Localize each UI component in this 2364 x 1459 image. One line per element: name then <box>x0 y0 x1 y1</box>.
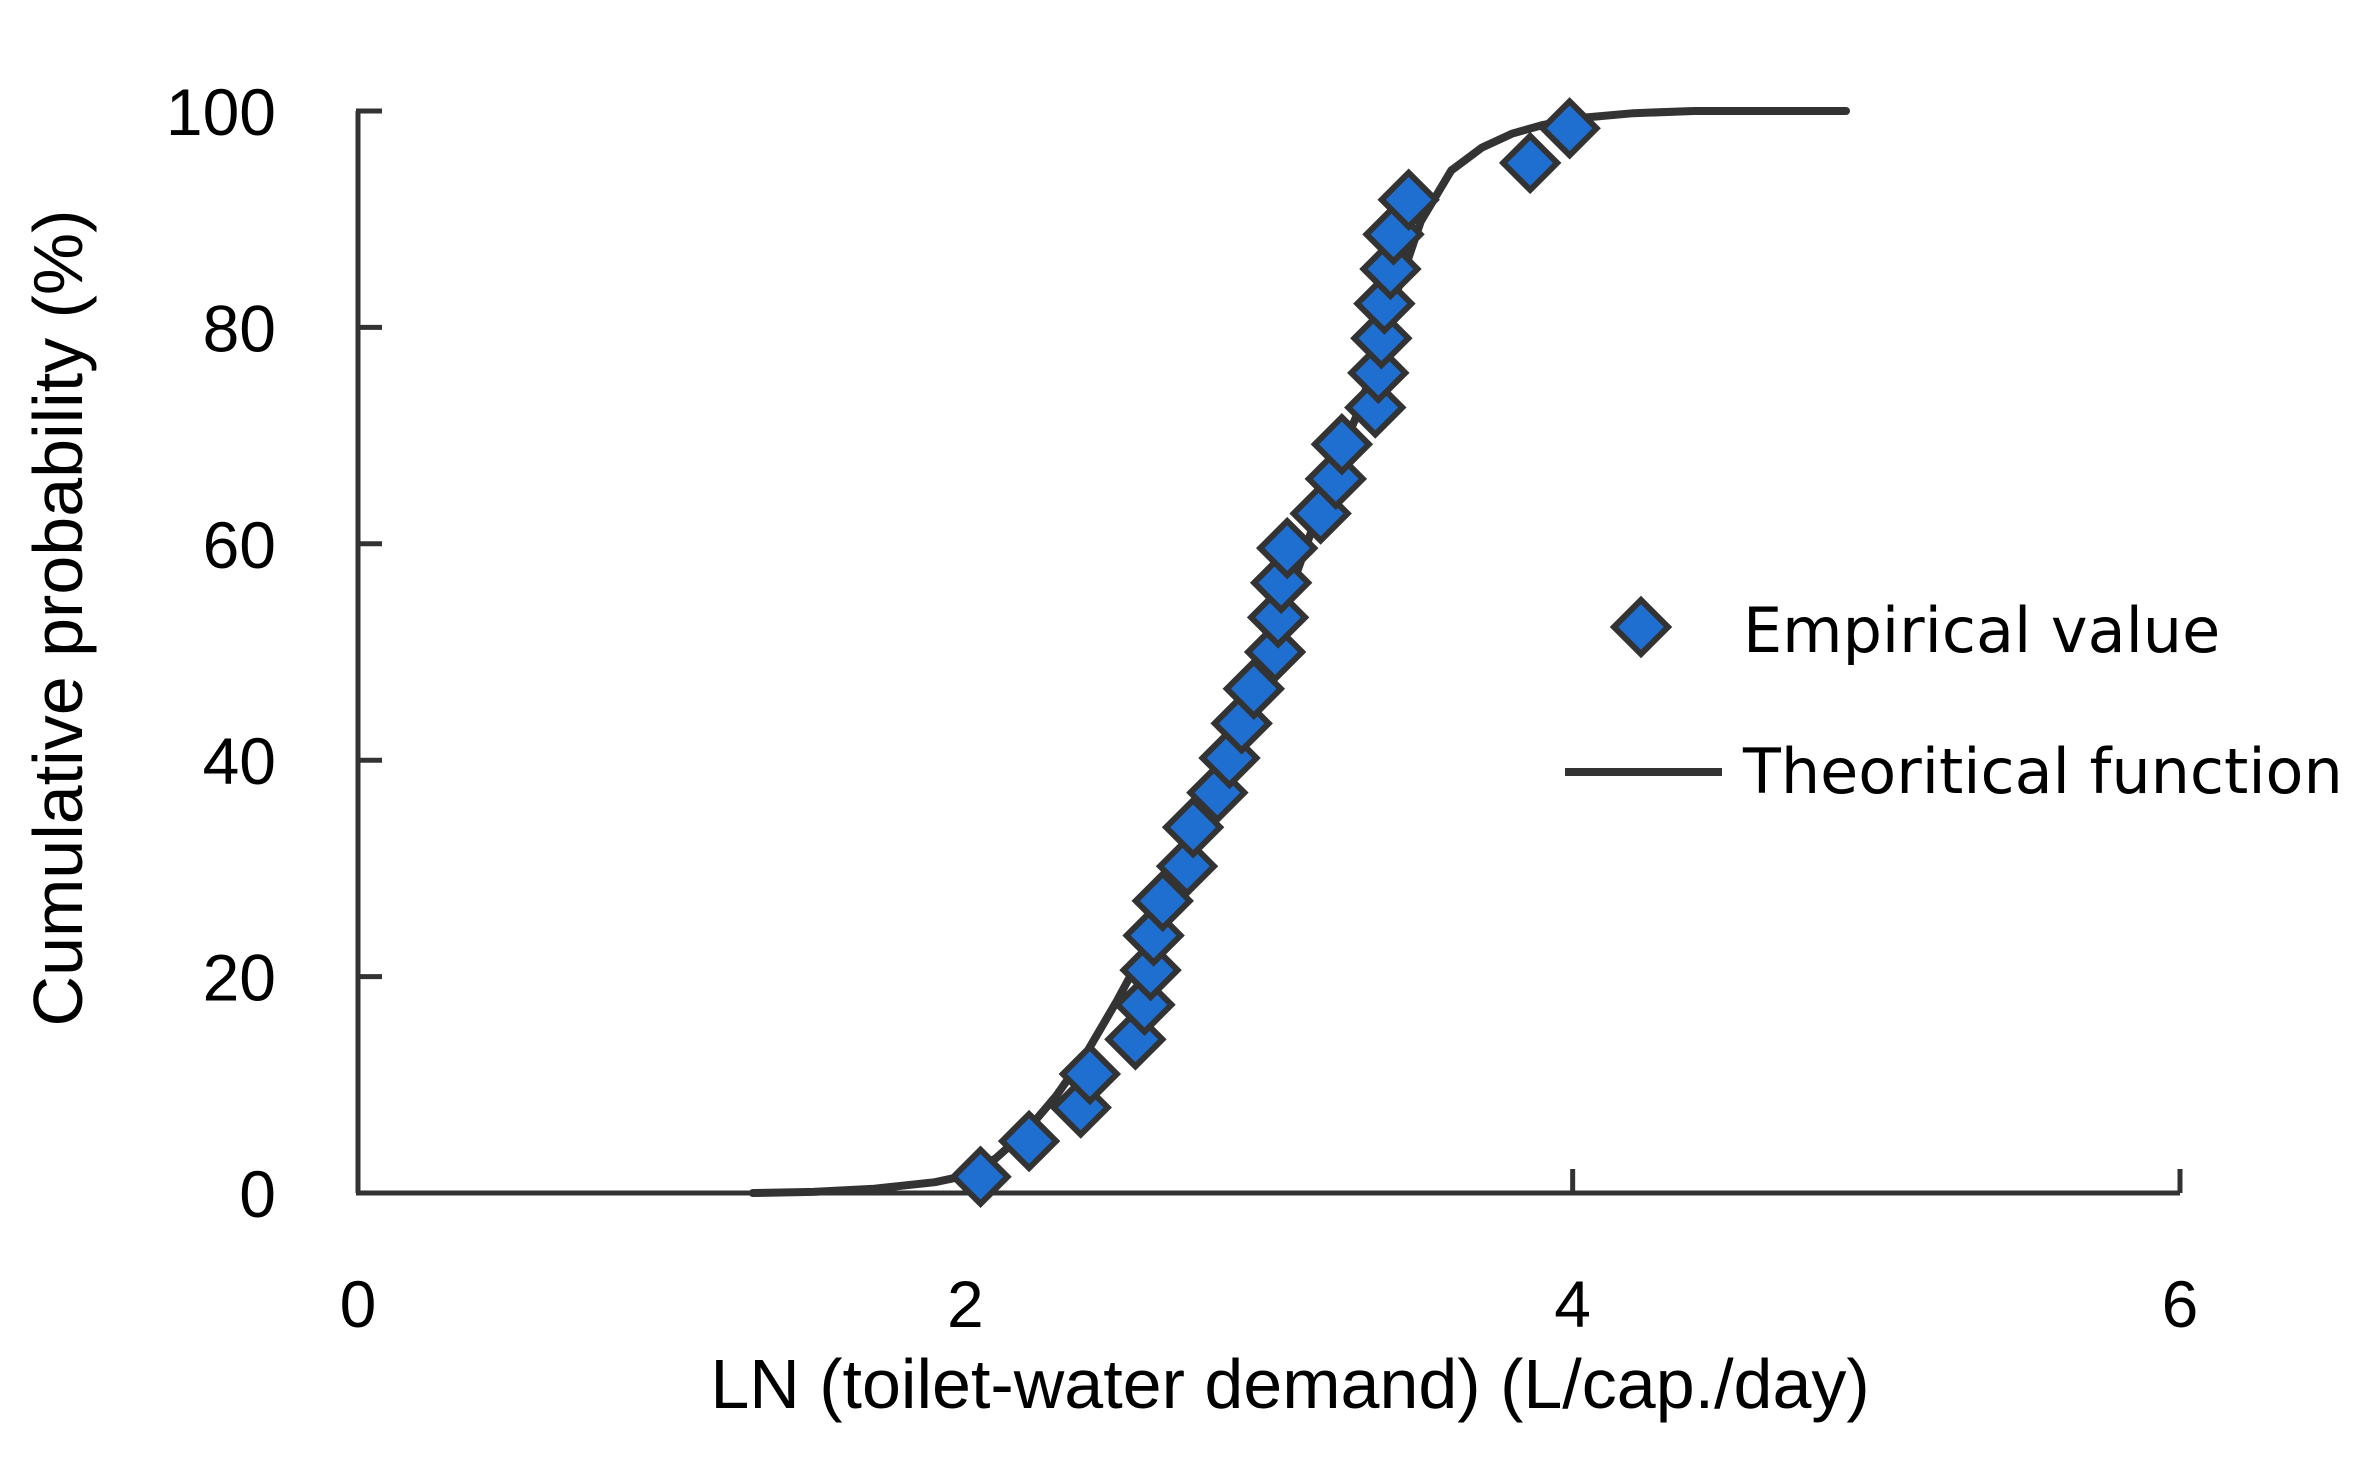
empirical-point <box>1347 341 1410 405</box>
y-axis-title: Cumulative probability (%) <box>19 210 97 1027</box>
legend: Empirical value Theoritical function <box>1565 594 2343 808</box>
empirical-point <box>1186 761 1249 824</box>
empirical-point <box>1310 413 1374 476</box>
empirical-point <box>1119 938 1182 1002</box>
empirical-series <box>949 97 1601 1209</box>
empirical-point <box>1155 834 1219 898</box>
y-tick-label: 40 <box>203 724 276 798</box>
empirical-point <box>1498 131 1562 195</box>
x-tick-label: 6 <box>2162 1267 2199 1341</box>
legend-label-theoretical: Theoritical function <box>1742 735 2343 808</box>
empirical-point <box>1538 97 1601 160</box>
x-tick-label: 0 <box>340 1267 377 1341</box>
x-axis-title: LN (toilet-water demand) (L/cap./day) <box>710 1345 1869 1423</box>
empirical-point <box>997 1109 1061 1173</box>
x-tick-label: 4 <box>1554 1267 1591 1341</box>
empirical-point <box>1058 1042 1122 1106</box>
y-tick-label: 60 <box>203 508 276 582</box>
empirical-point <box>1113 973 1176 1036</box>
empirical-point <box>1304 447 1368 511</box>
empirical-point <box>1249 551 1313 614</box>
y-tick-label: 100 <box>166 75 276 149</box>
y-tick-label: 20 <box>203 941 276 1015</box>
empirical-point <box>1344 376 1407 439</box>
y-tick-label: 80 <box>203 291 276 365</box>
empirical-point <box>1122 904 1185 967</box>
y-tick-label: 0 <box>239 1157 276 1231</box>
axes <box>355 111 2180 1196</box>
empirical-point <box>1350 306 1413 370</box>
empirical-point <box>949 1145 1012 1209</box>
empirical-point <box>1377 168 1440 231</box>
legend-marker-empirical <box>1609 595 1673 659</box>
empirical-point <box>1359 237 1422 301</box>
legend-label-empirical: Empirical value <box>1743 594 2220 667</box>
x-tick-label: 2 <box>947 1267 984 1341</box>
empirical-point <box>1131 869 1194 933</box>
empirical-point <box>1246 586 1310 649</box>
empirical-point <box>1255 516 1319 580</box>
empirical-point <box>1049 1076 1112 1139</box>
empirical-point <box>1243 620 1307 684</box>
empirical-point <box>1161 796 1225 859</box>
